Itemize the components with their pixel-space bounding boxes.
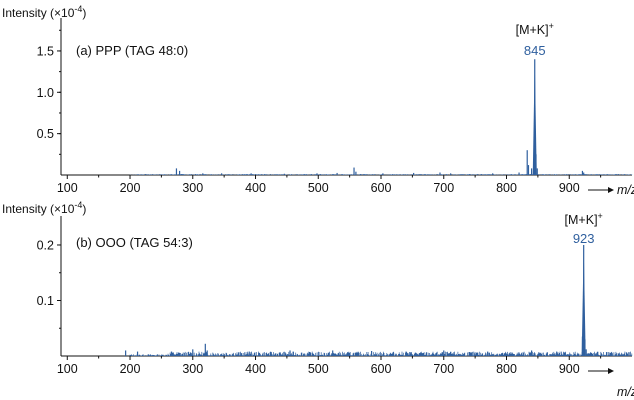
x-axis-arrow-head (608, 187, 614, 193)
y-tick-label: 1.0 (37, 86, 54, 100)
x-tick-label: 700 (433, 181, 454, 195)
main-peak-shape (581, 244, 586, 356)
x-tick-label: 700 (433, 362, 454, 376)
main-peak-shape (532, 59, 537, 175)
x-tick-label: 800 (496, 362, 517, 376)
peak-label-b: 923 (573, 231, 595, 246)
baseline-noise (129, 351, 633, 356)
panel-label-b: (b) OOO (TAG 54:3) (76, 235, 193, 250)
peak-annotation-ion-a: [M+K]+ (516, 21, 554, 37)
panel-label-a: (a) PPP (TAG 48:0) (76, 43, 188, 58)
x-tick-label: 300 (182, 362, 203, 376)
x-tick-label: 400 (245, 181, 266, 195)
x-axis-arrow-head (608, 368, 614, 374)
x-tick-label: 500 (308, 181, 329, 195)
y-axis-label-b: Intensity (×10-4) (2, 200, 86, 216)
y-tick-label: 0.5 (37, 127, 54, 141)
y-tick-label: 0.1 (37, 294, 54, 308)
x-tick-label: 200 (120, 181, 141, 195)
x-tick-label: 400 (245, 362, 266, 376)
x-axis-label-b: m/z (617, 385, 634, 399)
spectrum-panel-a: Intensity (×10-4) (a) PPP (TAG 48:0) [M+… (2, 4, 634, 197)
spectrum-panel-b: Intensity (×10-4) (b) OOO (TAG 54:3) [M+… (2, 200, 634, 399)
y-tick-label: 0.2 (37, 238, 54, 252)
y-axis-label-a: Intensity (×10-4) (2, 4, 86, 20)
x-tick-label: 800 (496, 181, 517, 195)
x-tick-label: 100 (57, 181, 78, 195)
x-tick-label: 900 (559, 181, 580, 195)
peak-annotation-ion-b: [M+K]+ (565, 211, 603, 227)
x-axis-label-a: m/z (617, 183, 634, 197)
x-tick-label: 900 (559, 362, 580, 376)
x-tick-label: 600 (371, 362, 392, 376)
x-tick-label: 500 (308, 362, 329, 376)
y-tick-label: 1.5 (37, 44, 54, 58)
x-tick-label: 300 (182, 181, 203, 195)
peak-label-a: 845 (524, 43, 546, 58)
x-tick-label: 600 (371, 181, 392, 195)
x-tick-label: 100 (57, 362, 78, 376)
x-tick-label: 200 (120, 362, 141, 376)
baseline-noise (129, 174, 633, 175)
